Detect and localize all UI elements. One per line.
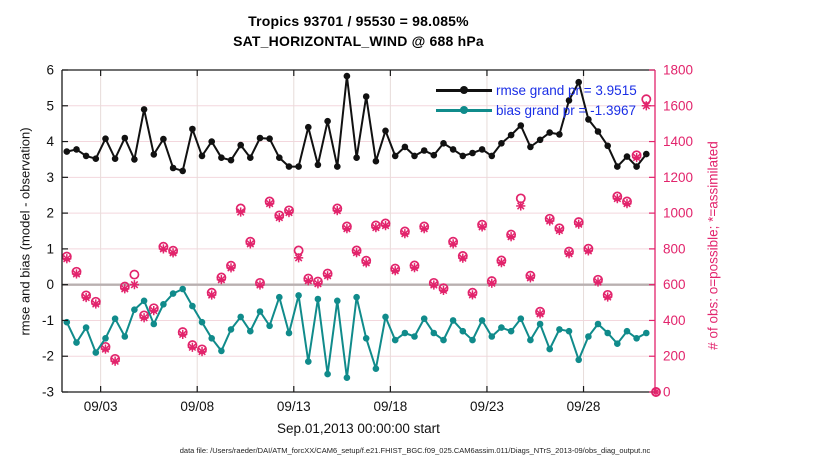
y-tick-label-right: 200 — [663, 349, 686, 364]
y-tick-label-right: 600 — [663, 277, 686, 292]
y-tick-label-left: 3 — [46, 170, 54, 185]
x-axis-label: Sep.01,2013 00:00:00 start — [277, 421, 440, 436]
legend-row-bias: bias grand pr = -1.3967 — [436, 100, 637, 120]
x-tick-label: 09/08 — [180, 399, 214, 414]
axes-frame — [61, 69, 656, 393]
x-tick-label: 09/23 — [470, 399, 504, 414]
x-tick-label: 09/03 — [84, 399, 118, 414]
x-tick-label: 09/18 — [373, 399, 407, 414]
x-tick-label: 09/13 — [277, 399, 311, 414]
possible-series — [61, 94, 661, 397]
y-tick-label-left: 5 — [46, 98, 54, 113]
y-tick-label-left: 6 — [46, 63, 54, 78]
rmse-series — [63, 72, 650, 175]
legend-row-rmse: rmse grand pr = 3.9515 — [436, 80, 637, 100]
chart-subtitle: SAT_HORIZONTAL_WIND @ 688 hPa — [233, 33, 484, 49]
y-tick-label-right: 1000 — [663, 206, 693, 221]
legend-rmse-label: rmse grand pr = 3.9515 — [496, 82, 637, 98]
x-tick-label: 09/28 — [567, 399, 601, 414]
y-tick-label-right: 1800 — [663, 63, 693, 78]
chart-title: Tropics 93701 / 95530 = 98.085% — [248, 13, 469, 29]
y-tick-label-right: 0 — [663, 385, 671, 400]
y-tick-labels-right: 0 200 400 600 800 1000 1200 1400 1600 1800 — [663, 63, 693, 400]
y-tick-label-left: -1 — [42, 313, 54, 328]
y-tick-label-left: 4 — [46, 134, 54, 149]
y-axis-label-left: rmse and bias (model - observation) — [17, 127, 33, 336]
legend-bias-label: bias grand pr = -1.3967 — [496, 102, 636, 118]
y-tick-label-left: 1 — [46, 241, 54, 256]
y-tick-labels-left: -3 -2 -1 0 1 2 3 4 5 6 — [42, 63, 55, 400]
y-tick-label-right: 1400 — [663, 134, 693, 149]
y-tick-label-left: 2 — [46, 206, 54, 221]
y-tick-label-right: 400 — [663, 313, 686, 328]
y-axis-label-right: # of obs: o=possible; *=assimilated — [705, 141, 721, 350]
bias-series — [63, 285, 650, 382]
legend-bias-line-sample — [436, 100, 492, 120]
y-tick-label-right: 800 — [663, 241, 686, 256]
datafile-annotation: data file: /Users/raeder/DAI/ATM_forcXX/… — [179, 446, 651, 455]
assimilated-series — [62, 101, 661, 397]
y-tick-label-left: -3 — [42, 385, 54, 400]
y-tick-label-right: 1600 — [663, 98, 693, 113]
axis-ticks — [62, 69, 655, 393]
legend-bias-marker-icon — [460, 106, 468, 114]
legend-rmse-line-sample — [436, 80, 492, 100]
legend: rmse grand pr = 3.9515 bias grand pr = -… — [436, 80, 637, 120]
y-tick-label-left: 0 — [46, 277, 54, 292]
legend-rmse-marker-icon — [460, 86, 468, 94]
y-tick-label-left: -2 — [42, 349, 54, 364]
x-tick-labels: 09/03 09/08 09/13 09/18 09/23 09/28 — [84, 399, 601, 414]
y-tick-label-right: 1200 — [663, 170, 693, 185]
